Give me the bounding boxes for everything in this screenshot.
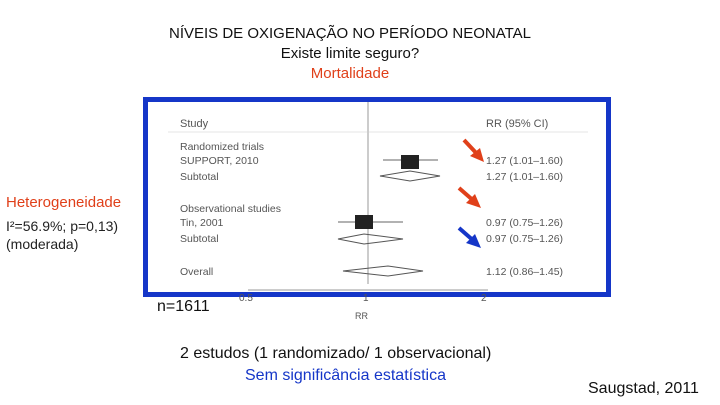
axis-tick-0.5: 0.5 [239,293,253,304]
subtotal1-diamond [379,170,441,182]
forest-plot: Study RR (95% CI) Randomized trials SUPP… [168,102,588,284]
significance-note: Sem significância estatística [245,367,446,384]
axis-tick-1: 1 [363,293,369,304]
heterogeneity-stat: I²=56.9%; p=0,13) [6,218,119,234]
subtotal2-rr-value: 0.97 (0.75–1.26) [486,233,563,245]
heterogeneity-desc: (moderada) [6,236,79,252]
arrow-icon-support [462,138,484,162]
subtotal2-diamond [337,233,404,245]
axis-label: RR [355,311,368,321]
group-observational-label: Observational studies [180,203,281,215]
tin-rr-value: 0.97 (0.75–1.26) [486,217,563,229]
forest-plot-frame: Study RR (95% CI) Randomized trials SUPP… [143,97,611,297]
tin-point-marker [355,215,373,229]
slide-topic: Mortalidade [310,65,390,82]
subtotal1-rr-value: 1.27 (1.01–1.60) [486,171,563,183]
forest-plot-axis: 0.5 1 2 RR [239,289,488,321]
heterogeneity-title: Heterogeneidade [6,194,122,211]
reference: Saugstad, 2011 [588,380,699,397]
overall-label: Overall [180,266,213,278]
slide-subtitle: Existe limite seguro? [280,45,420,62]
support-point-marker [401,155,419,169]
overall-diamond [342,265,424,277]
study-column-header: Study [180,118,209,130]
rr-column-header: RR (95% CI) [486,118,548,130]
support-rr-value: 1.27 (1.01–1.60) [486,155,563,167]
axis-tick-2: 2 [481,293,487,304]
subtotal1-label: Subtotal [180,171,219,183]
subtotal2-label: Subtotal [180,233,219,245]
group-randomized-label: Randomized trials [180,141,264,153]
arrow-icon-observational [457,226,481,248]
arrow-icon-subtotal1 [457,186,481,208]
slide-title: NÍVEIS DE OXIGENAÇÃO NO PERÍODO NEONATAL [168,25,531,42]
study-tin-label: Tin, 2001 [180,217,224,229]
sample-size: n=1611 [157,298,210,315]
study-support-label: SUPPORT, 2010 [180,155,259,167]
overall-rr-value: 1.12 (0.86–1.45) [486,266,563,278]
studies-summary: 2 estudos (1 randomizado/ 1 observaciona… [180,345,492,362]
